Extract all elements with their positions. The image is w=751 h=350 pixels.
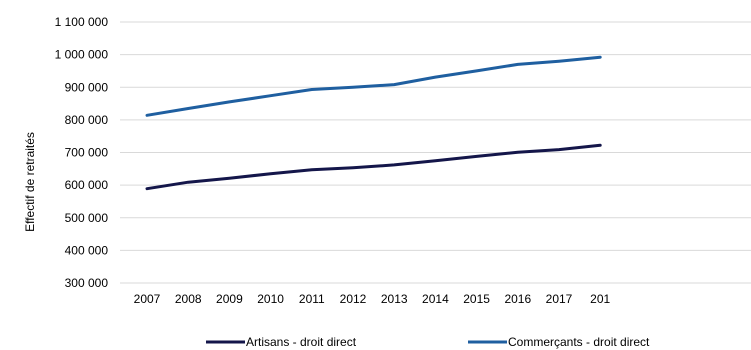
y-tick-label: 700 000: [65, 146, 109, 160]
legend: Artisans - droit direct Commerçants - dro…: [206, 335, 650, 349]
x-tick-label: 2009: [216, 292, 243, 306]
x-tick-label: 2011: [299, 292, 325, 306]
y-tick-label: 500 000: [65, 211, 109, 225]
series-line-1: [145, 55, 602, 117]
x-tick-label: 2016: [504, 292, 531, 306]
legend-label: Commerçants - droit direct: [508, 335, 650, 349]
x-axis-tick-labels: 2007 2008 2009 2010 2011 2012 2013 2014 2015 2016…: [134, 292, 611, 306]
x-tick-label: 2007: [134, 292, 161, 306]
series-lines: [145, 55, 602, 191]
x-tick-label: 2010: [257, 292, 284, 306]
x-tick-label: 2017: [546, 292, 573, 306]
x-tick-label: 201: [590, 292, 610, 306]
x-tick-label: 2013: [381, 292, 408, 306]
x-tick-label: 2014: [422, 292, 449, 306]
y-axis-tick-labels: 1 100 000 1 000 000 900 000 800 000 700 000 6…: [55, 15, 109, 290]
y-tick-label: 1 000 000: [55, 48, 109, 62]
x-tick-label: 2012: [340, 292, 367, 306]
y-axis-title: Effectif de retraités: [23, 132, 37, 232]
y-tick-label: 400 000: [65, 243, 109, 257]
legend-label: Artisans - droit direct: [246, 335, 357, 349]
y-tick-label: 900 000: [65, 80, 109, 94]
y-tick-label: 600 000: [65, 178, 109, 192]
y-tick-label: 800 000: [65, 113, 109, 127]
y-tick-label: 300 000: [65, 276, 109, 290]
gridlines: [120, 21, 751, 284]
x-tick-label: 2015: [463, 292, 490, 306]
series-line-0: [145, 143, 602, 191]
y-tick-label: 1 100 000: [55, 15, 109, 29]
x-tick-label: 2008: [175, 292, 202, 306]
